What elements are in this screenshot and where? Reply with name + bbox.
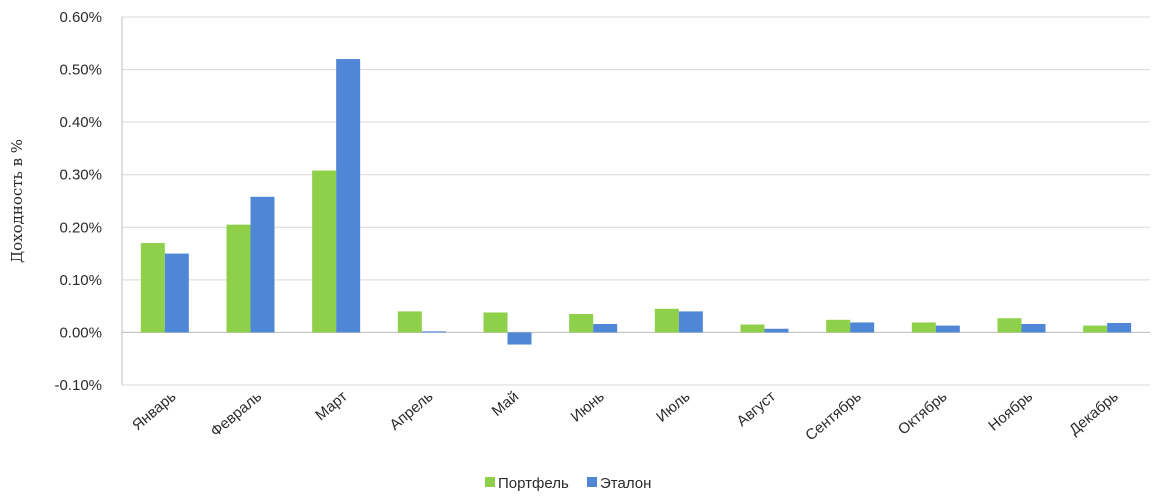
x-tick-label: Август: [734, 388, 780, 430]
x-tick-label: Декабрь: [1066, 388, 1122, 439]
legend-label: Эталон: [600, 475, 651, 492]
bar-benchmark: [764, 328, 789, 333]
bar-benchmark: [593, 324, 618, 333]
bar-benchmark: [507, 332, 532, 345]
x-tick-label: Апрель: [386, 388, 436, 434]
x-tick-labels: Январь Февраль Март Апрель Май Июнь Июль Август…: [129, 388, 1122, 444]
bar-portfolio: [654, 308, 679, 333]
y-tick-label: -0.10%: [54, 377, 102, 394]
bar-portfolio: [569, 314, 594, 333]
bar-portfolio: [826, 319, 851, 333]
grid-layer: [122, 16, 1150, 386]
bar-portfolio: [740, 324, 765, 333]
bar-benchmark: [1107, 322, 1132, 333]
bar-portfolio: [911, 322, 936, 333]
bar-benchmark: [250, 196, 275, 333]
legend-swatch: [587, 477, 597, 487]
bar-benchmark: [164, 253, 189, 333]
y-tick-label: 0.50%: [59, 62, 102, 79]
x-tick-label: Март: [312, 388, 351, 424]
x-tick-label: Июль: [653, 388, 693, 426]
bar-portfolio: [483, 312, 508, 333]
bar-benchmark: [935, 325, 960, 333]
bar-portfolio: [140, 243, 165, 333]
legend-swatch: [485, 477, 495, 487]
bar-benchmark: [336, 59, 361, 333]
bar-benchmark: [421, 331, 446, 333]
bar-portfolio: [1083, 325, 1108, 333]
x-tick-label: Июнь: [568, 388, 608, 426]
y-tick-label: 0.30%: [59, 167, 102, 184]
bar-benchmark: [1021, 324, 1046, 333]
x-tick-label: Сентябрь: [802, 388, 865, 444]
bar-portfolio: [226, 224, 251, 333]
legend: Портфель Эталон: [485, 475, 651, 492]
y-tick-label: 0.20%: [59, 219, 102, 236]
x-tick-label: Январь: [129, 388, 179, 434]
bar-benchmark: [850, 322, 875, 333]
axis-layer: -0.10% 0.00% 0.10% 0.20% 0.30% 0.40% 0.50% 0.60…: [54, 9, 1150, 394]
bar-portfolio: [397, 311, 422, 333]
x-tick-label: Ноябрь: [985, 388, 1036, 435]
y-tick-label: 0.10%: [59, 272, 102, 289]
x-tick-label: Октябрь: [895, 388, 951, 439]
y-axis-title: Доходность в %: [8, 139, 26, 263]
y-tick-label: 0.00%: [59, 324, 102, 341]
y-tick-label: 0.60%: [59, 9, 102, 26]
x-tick-label: Май: [489, 388, 522, 420]
x-tick-label: Февраль: [207, 388, 265, 440]
bar-portfolio: [997, 318, 1022, 333]
y-tick-label: 0.40%: [59, 114, 102, 131]
bar-portfolio: [312, 170, 337, 333]
bar-benchmark: [678, 311, 703, 333]
bar-layer: [140, 59, 1132, 345]
legend-label: Портфель: [498, 475, 569, 492]
